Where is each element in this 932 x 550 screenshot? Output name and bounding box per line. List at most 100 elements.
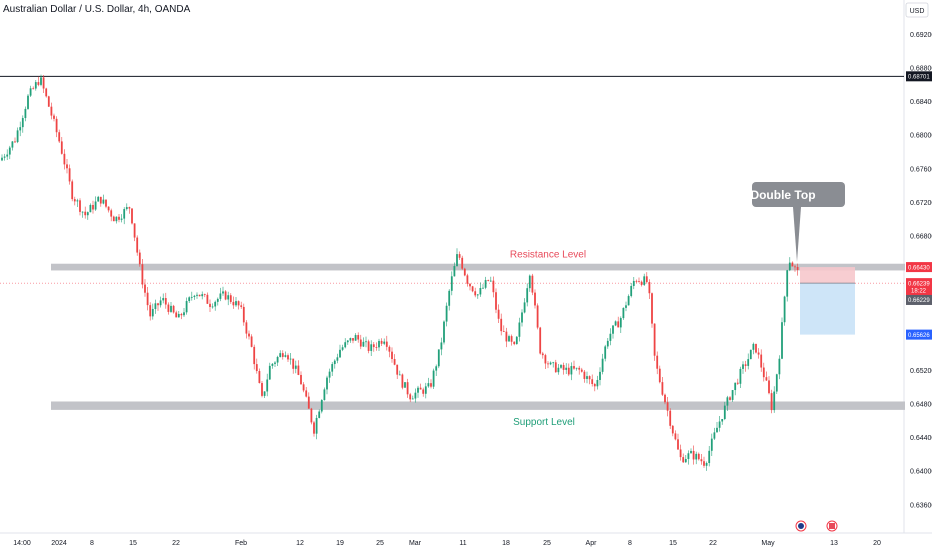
position-stop-area[interactable] bbox=[800, 267, 855, 284]
candle-body bbox=[684, 459, 687, 463]
candle-body bbox=[224, 291, 227, 300]
resistance-zone[interactable] bbox=[51, 263, 905, 271]
candle-body bbox=[378, 340, 380, 348]
candle-body bbox=[159, 300, 162, 306]
candle-body bbox=[435, 366, 438, 371]
position-target-area[interactable] bbox=[800, 283, 855, 335]
candle-body bbox=[102, 199, 105, 204]
candle-body bbox=[762, 367, 765, 378]
candle-body bbox=[180, 313, 183, 316]
candle-body bbox=[588, 376, 591, 380]
candle-body bbox=[404, 382, 406, 388]
candle-body bbox=[359, 339, 362, 347]
candle-body bbox=[188, 297, 191, 302]
time-tick-label: 11 bbox=[459, 540, 466, 547]
currency-label: USD bbox=[910, 8, 925, 15]
candle-body bbox=[107, 206, 110, 211]
candle-body bbox=[466, 275, 469, 284]
candle-body bbox=[695, 453, 698, 460]
price-tag-stop bbox=[906, 262, 932, 273]
candle-body bbox=[32, 88, 35, 90]
candle-body bbox=[729, 397, 731, 400]
time-tick-label: Feb bbox=[235, 540, 247, 547]
horizontal-line-price-text: 0.68701 bbox=[908, 75, 930, 81]
candle-body bbox=[302, 384, 305, 391]
candle-body bbox=[757, 352, 760, 355]
candle-body bbox=[261, 383, 263, 396]
candlestick-series bbox=[1, 74, 799, 471]
time-axis[interactable]: 14:00 2024 8 15 22 Feb 12 19 25 Mar 11 18 25 Apr 8 15 22… bbox=[13, 540, 881, 547]
candle-body bbox=[445, 305, 448, 322]
candle-body bbox=[318, 411, 321, 418]
candle-body bbox=[307, 396, 310, 409]
candle-body bbox=[424, 386, 427, 394]
time-tick-label: 8 bbox=[90, 540, 94, 547]
candle-body bbox=[294, 365, 297, 369]
candle-body bbox=[453, 266, 456, 277]
candle-body bbox=[747, 359, 750, 366]
price-tag-text: 0.65626 bbox=[908, 333, 930, 339]
candle-body bbox=[731, 390, 734, 400]
candle-body bbox=[305, 390, 308, 397]
candle-body bbox=[518, 322, 521, 337]
candle-body bbox=[66, 164, 68, 169]
candle-body bbox=[151, 308, 154, 317]
candle-body bbox=[788, 262, 791, 271]
candle-body bbox=[19, 127, 22, 131]
double-top-callout[interactable]: Double Top bbox=[750, 182, 845, 262]
support-zone[interactable] bbox=[51, 401, 905, 410]
candle-body bbox=[289, 358, 292, 360]
candle-body bbox=[112, 216, 115, 222]
price-tag-target bbox=[906, 329, 932, 340]
candle-body bbox=[664, 394, 666, 403]
candle-body bbox=[463, 268, 466, 276]
event-flag-us[interactable] bbox=[826, 520, 838, 532]
candle-body bbox=[89, 204, 92, 213]
candle-body bbox=[401, 374, 404, 388]
candle-body bbox=[63, 153, 66, 165]
candle-body bbox=[627, 296, 630, 306]
time-tick-label: 15 bbox=[129, 540, 137, 547]
price-tag-text: 0.66239 bbox=[908, 281, 930, 287]
candle-body bbox=[203, 294, 206, 296]
currency-button[interactable]: USD bbox=[905, 2, 929, 18]
candle-body bbox=[632, 280, 635, 286]
candle-body bbox=[118, 216, 120, 220]
us-flag-inner bbox=[829, 523, 835, 529]
candle-body bbox=[549, 362, 552, 365]
candle-body bbox=[773, 391, 776, 411]
candle-body bbox=[658, 368, 661, 383]
candle-body bbox=[690, 450, 692, 454]
candle-body bbox=[34, 82, 37, 89]
candle-body bbox=[638, 281, 640, 282]
candle-body bbox=[248, 333, 250, 337]
time-tick-label: 18 bbox=[502, 540, 510, 547]
candle-body bbox=[671, 425, 674, 434]
candle-body bbox=[279, 353, 282, 357]
candle-body bbox=[27, 95, 29, 109]
candle-body bbox=[625, 305, 627, 308]
candle-body bbox=[229, 295, 232, 302]
candle-body bbox=[136, 237, 139, 253]
candle-body bbox=[484, 280, 487, 288]
candle-body bbox=[661, 382, 664, 395]
candle-body bbox=[619, 318, 622, 328]
candle-body bbox=[157, 303, 159, 306]
candle-body bbox=[700, 459, 703, 462]
candle-body bbox=[284, 355, 287, 357]
candle-body bbox=[396, 364, 399, 375]
candle-body bbox=[604, 346, 607, 359]
candle-body bbox=[721, 419, 724, 422]
candle-body bbox=[365, 341, 367, 343]
event-flag-au[interactable] bbox=[795, 520, 807, 532]
candle-body bbox=[370, 344, 373, 351]
candle-body bbox=[591, 379, 594, 385]
candle-body bbox=[323, 389, 326, 401]
price-tags: 0.68701 0.66430 0.66239 18:22 0.66229 0.65626 bbox=[906, 71, 932, 340]
candle-body bbox=[245, 322, 248, 334]
candle-body bbox=[705, 463, 708, 466]
